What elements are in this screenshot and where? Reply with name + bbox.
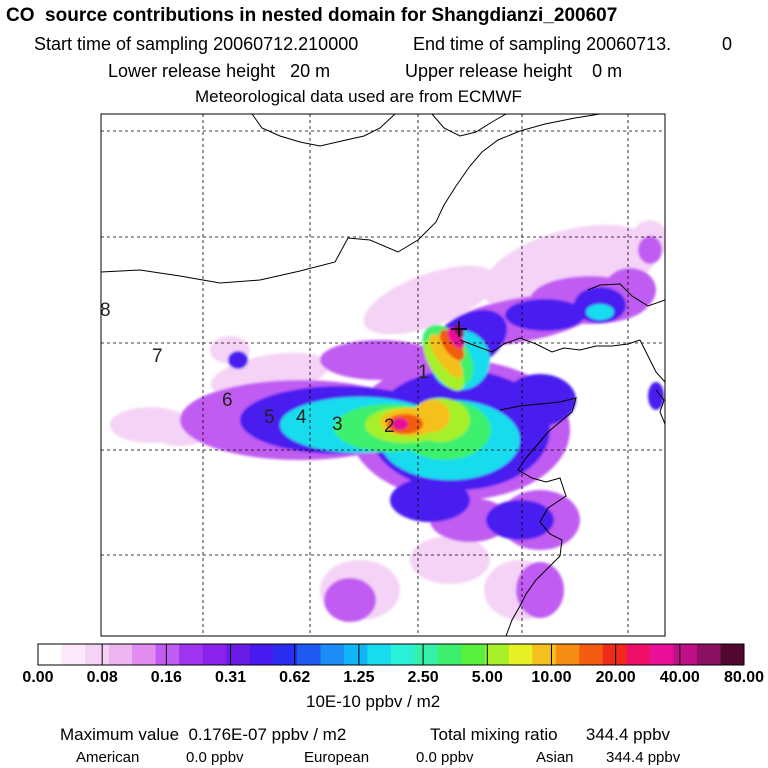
asian-label: Asian [536, 749, 574, 766]
trajectory-day-label: 2 [384, 416, 395, 437]
colorbar-swatch [132, 644, 157, 665]
colorbar-swatch [296, 644, 321, 665]
colorbar-swatch [391, 644, 415, 665]
plume-blob [648, 382, 664, 410]
map-area: 1 2 3 45 6 7 8 [100, 114, 665, 636]
total-mixing-ratio-label: Total mixing ratio 344.4 ppbv [430, 725, 671, 744]
colorbar-swatch [273, 644, 298, 665]
plume-blob [410, 536, 490, 584]
plume-blob [586, 304, 614, 320]
colorbar-swatch [249, 644, 274, 665]
colorbar-tick-label: 0.08 [86, 669, 118, 686]
european-value: 0.0 ppbv [416, 749, 474, 766]
plume-blob [516, 562, 564, 618]
colorbar-swatch [367, 644, 392, 665]
colorbar-tick-label: 0.62 [279, 669, 311, 686]
lower-release-height: Lower release height 20 m [108, 61, 331, 81]
colorbar-swatch [226, 644, 251, 665]
colorbar-swatch [461, 644, 486, 665]
colorbar-swatch [202, 644, 227, 665]
colorbar-tick-label: 10.00 [531, 669, 572, 686]
trajectory-day-label: 3 [332, 414, 343, 435]
colorbar-swatch [696, 644, 721, 665]
colorbar-tick-label: 40.00 [659, 669, 700, 686]
colorbar-tick-label: 20.00 [595, 669, 636, 686]
maximum-value-label: Maximum value 0.176E-07 ppbv / m2 [60, 725, 347, 744]
colorbar-tick-label: 80.00 [723, 669, 765, 686]
colorbar-swatch [61, 644, 86, 665]
colorbar-tick-label: 0.31 [214, 669, 247, 686]
colorbar-tick-label: 2.50 [407, 669, 439, 686]
colorbar-swatch [438, 644, 462, 665]
american-value: 0.0 ppbv [186, 749, 244, 766]
trajectory-day-label: 7 [152, 346, 163, 367]
trajectory-day-label: 4 [296, 407, 307, 428]
colorbar-swatch [532, 644, 557, 665]
plume-blob [390, 478, 470, 522]
trajectory-day-label: 8 [100, 300, 111, 321]
plume-blob [228, 351, 248, 369]
colorbar-swatch [179, 644, 204, 665]
map-frame [100, 113, 666, 637]
colorbar-swatch [414, 644, 439, 665]
plume-blob [429, 334, 463, 378]
trajectory-day-label: 1 [418, 362, 429, 383]
european-label: European [304, 749, 370, 766]
plume-blob [439, 329, 465, 361]
colorbar-swatch [602, 644, 627, 665]
colorbar-frame [37, 643, 745, 666]
colorbar-tick-label: 5.00 [471, 669, 503, 686]
colorbar-swatch [108, 644, 133, 665]
colorbar-swatch [320, 644, 345, 665]
colorbar-tick-label: 0.00 [22, 669, 54, 686]
plume-blob [320, 340, 440, 380]
colorbar-swatch [649, 644, 674, 665]
colorbar-unit-label: 10E-10 ppbv / m2 [306, 692, 441, 711]
colorbar-swatch [555, 644, 580, 665]
asian-value: 344.4 ppbv [606, 749, 681, 766]
colorbar-tick-label: 1.25 [343, 669, 375, 686]
end-time-suffix: 0 [722, 34, 733, 54]
receptor-marker [451, 321, 467, 337]
plume-blob [392, 418, 408, 430]
trajectory-labels: 1 2 3 45 6 7 8 [100, 300, 429, 437]
trajectory-day-label: 6 [222, 390, 233, 411]
trajectory-day-label: 5 [264, 407, 275, 428]
colorbar-swatch [85, 644, 109, 665]
colorbar-swatch [720, 644, 745, 665]
plume-blob [363, 265, 497, 335]
colorbar-swatch [38, 644, 62, 665]
plume-blob [505, 299, 585, 331]
chart-title: CO source contributions in nested domain… [6, 5, 618, 26]
colorbar [37, 643, 745, 666]
plume-blob [324, 578, 376, 622]
colorbar-swatch [673, 644, 698, 665]
start-time-label: Start time of sampling 20060712.210000 [34, 34, 359, 54]
colorbar-tick-label: 0.16 [150, 669, 182, 686]
end-time-label: End time of sampling 20060713. [413, 34, 672, 54]
colorbar-swatch [155, 644, 180, 665]
upper-release-height: Upper release height 0 m [405, 61, 623, 81]
colorbar-swatch [508, 644, 533, 665]
colorbar-swatch [485, 644, 510, 665]
colorbar-swatch [343, 644, 368, 665]
graticule [101, 114, 665, 636]
plume-blob [447, 327, 465, 349]
plume-blob [486, 500, 554, 540]
colorbar-swatch [579, 644, 604, 665]
colorbar-swatch [626, 644, 651, 665]
plume-blob [638, 236, 662, 264]
concentration-field [110, 220, 665, 622]
american-label: American [76, 749, 140, 766]
meteorological-source-label: Meteorological data used are from ECMWF [195, 87, 522, 106]
